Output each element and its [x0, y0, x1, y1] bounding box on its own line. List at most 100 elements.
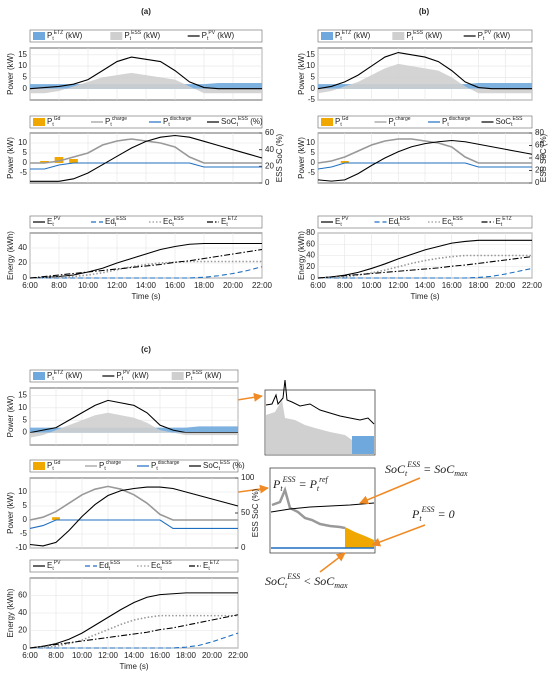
- label-part: t: [52, 222, 54, 228]
- y-tick-label: 0: [311, 273, 316, 282]
- y-axis-label: Power (kW): [6, 137, 15, 179]
- y-tick-label: 20: [306, 262, 315, 271]
- label-part: ESS: [453, 216, 464, 222]
- label-part: t: [219, 466, 221, 472]
- y2-tick-label: 20: [535, 166, 544, 175]
- series-line: [29, 260, 262, 279]
- label-part: t: [412, 36, 414, 42]
- label-part: t: [52, 376, 54, 382]
- y2-tick-label: 0: [265, 178, 270, 187]
- x-tick-label: 8:00: [48, 651, 64, 660]
- label-part: P: [105, 117, 110, 126]
- label-part: P: [202, 31, 207, 40]
- x-tick-label: 14:00: [124, 651, 145, 660]
- label-part: t: [340, 222, 342, 228]
- x-tick-label: 10:00: [361, 281, 382, 290]
- label-part: ESS: [174, 216, 185, 222]
- label-part: (kW): [491, 31, 510, 40]
- label-part: ESS: [286, 572, 300, 581]
- y2-tick-label: 60: [265, 128, 274, 137]
- label-part: ESS: [282, 475, 296, 484]
- bar: [340, 161, 349, 163]
- x-tick-label: 16:00: [150, 651, 171, 660]
- legend: [317, 115, 533, 129]
- label-part: E: [221, 217, 226, 226]
- y-axis-label: Energy (kWh): [6, 588, 15, 637]
- label-part: (%): [248, 117, 263, 126]
- legend-swatch: [171, 372, 184, 380]
- label: PtESS = 0: [411, 505, 455, 523]
- label-part: = 0: [434, 507, 454, 521]
- label-part: t: [419, 514, 422, 523]
- label-part: t: [115, 222, 117, 228]
- y-tick-label: 20: [18, 626, 27, 635]
- label-part: t: [447, 122, 449, 128]
- y-tick-label: 10: [18, 138, 27, 147]
- label: EtETZ: [203, 560, 219, 572]
- y-tick-label: 60: [18, 591, 27, 600]
- label-part: Ec: [442, 217, 451, 226]
- legend-swatch: [110, 32, 123, 40]
- label: EctESS: [163, 216, 184, 228]
- y-tick-label: -5: [308, 95, 316, 104]
- label-part: P: [47, 371, 52, 380]
- label-part: ESS: [512, 116, 523, 122]
- label-part: E: [47, 217, 52, 226]
- y2-tick-label: 80: [535, 128, 544, 137]
- label-part: PV: [484, 30, 491, 36]
- series-line: [29, 248, 263, 279]
- x-tick-label: 10:00: [72, 651, 93, 660]
- label-part: P: [411, 507, 420, 521]
- label-part: ETZ: [54, 370, 63, 376]
- y2-tick-label: 60: [535, 141, 544, 150]
- x-tick-label: 16:00: [165, 281, 186, 290]
- label: PtETZ (kW): [47, 370, 83, 382]
- label: EtETZ: [496, 216, 512, 228]
- label: SoCtESS (%): [221, 116, 263, 128]
- label-part: ESS: [116, 216, 127, 222]
- legend: [29, 559, 239, 573]
- x-axis-label: Time (s): [119, 662, 148, 671]
- y-tick-label: 0: [23, 158, 28, 167]
- y-tick-label: 0: [23, 84, 28, 93]
- x-tick-label: 18:00: [468, 281, 489, 290]
- label-part: t: [52, 122, 54, 128]
- label-part: t: [130, 36, 132, 42]
- label-part: discharge: [158, 460, 180, 466]
- label-part: Ed: [99, 561, 109, 570]
- label-part: discharge: [449, 116, 471, 122]
- y-tick-label: 15: [306, 50, 315, 59]
- label: PtGd: [47, 116, 61, 128]
- label-part: E: [47, 561, 52, 570]
- label-part: t: [483, 36, 485, 42]
- label-part: P: [163, 117, 168, 126]
- label-part: P: [406, 31, 411, 40]
- label-part: Gd: [342, 116, 349, 122]
- label: SoCtESS (%): [203, 460, 245, 472]
- label-part: Ed: [389, 217, 399, 226]
- label-part: < SoC: [300, 574, 335, 588]
- x-tick-label: 20:00: [495, 281, 516, 290]
- label: SoCtESS < SoCmax: [265, 572, 348, 590]
- arrow: [371, 524, 426, 547]
- legend: [29, 29, 263, 43]
- label-part: ESS: [421, 505, 435, 514]
- y-tick-label: 10: [18, 61, 27, 70]
- label: EtPV: [335, 216, 349, 228]
- label-part: E: [335, 217, 340, 226]
- label-part: ETZ: [228, 216, 237, 222]
- label: PtPV (kW): [478, 30, 511, 42]
- x-tick-label: 14:00: [136, 281, 157, 290]
- y2-tick-label: 100: [241, 473, 255, 482]
- y-axis-label: Power (kW): [6, 492, 15, 534]
- x-tick-label: 22:00: [228, 651, 249, 660]
- label-part: t: [405, 469, 408, 478]
- series-line: [317, 256, 533, 279]
- y-tick-label: 60: [306, 239, 315, 248]
- label-part: Ed: [105, 217, 115, 226]
- y-axis-label: Power (kW): [6, 53, 15, 95]
- label: PtETZ (kW): [335, 30, 371, 42]
- y-tick-label: 10: [306, 138, 315, 147]
- label-part: ETZ: [342, 30, 351, 36]
- y-tick-label: 10: [18, 403, 27, 412]
